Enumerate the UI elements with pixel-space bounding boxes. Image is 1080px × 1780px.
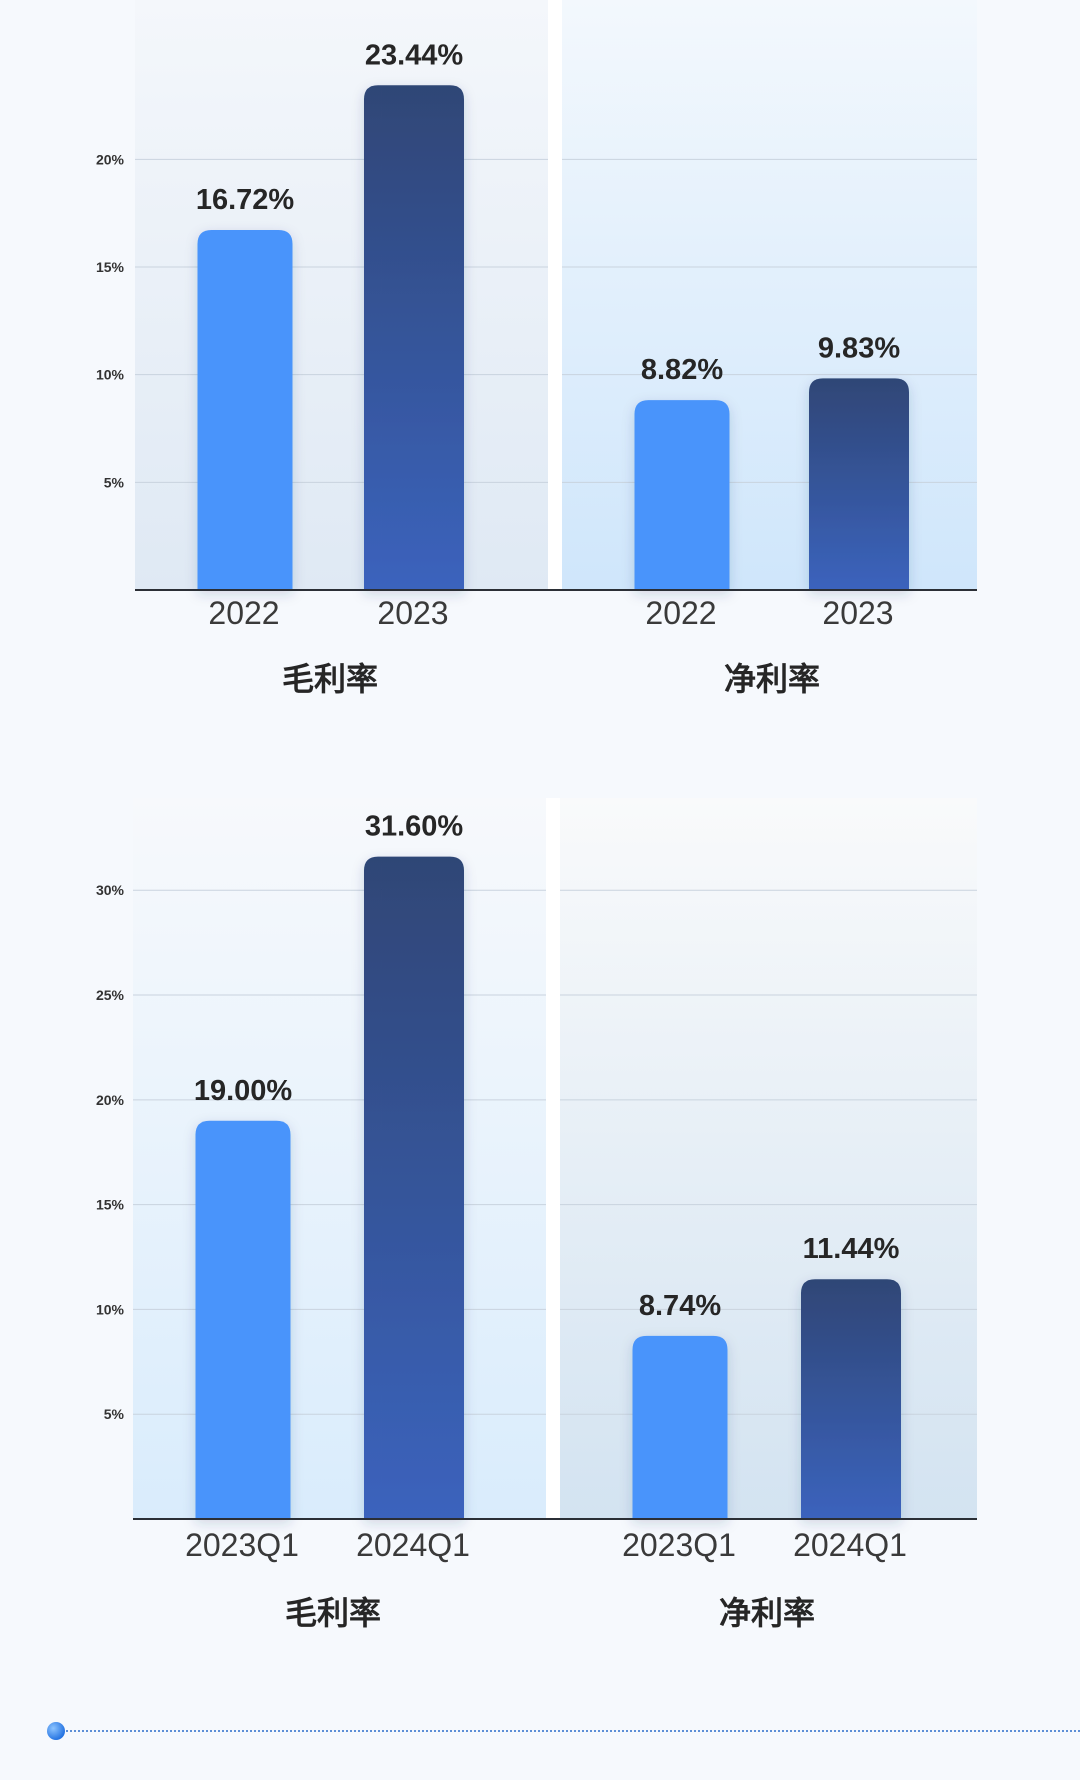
- bar: [632, 1335, 728, 1519]
- bar: [364, 856, 464, 1519]
- bar: [801, 1279, 901, 1519]
- panel-background: [133, 798, 547, 1520]
- bar: [364, 85, 464, 590]
- bar: [195, 1120, 291, 1519]
- bar: [634, 400, 730, 590]
- bar-value-label: 31.60%: [365, 811, 464, 843]
- x-category-label: 2022: [208, 595, 279, 631]
- panel-background: [559, 798, 977, 1520]
- bar-value-label: 19.00%: [194, 1075, 293, 1107]
- x-category-label: 2023: [377, 595, 448, 631]
- group-label: 净利率: [719, 1595, 815, 1631]
- y-tick-label: 10%: [96, 1301, 125, 1317]
- x-category-label: 2022: [645, 595, 716, 631]
- group-label: 毛利率: [282, 661, 378, 697]
- panel-background: [135, 0, 548, 590]
- x-category-label: 2024Q1: [356, 1527, 470, 1563]
- bar-value-label: 23.44%: [365, 39, 464, 71]
- bar-value-label: 8.74%: [639, 1290, 721, 1322]
- x-category-label: 2023: [822, 595, 893, 631]
- panel-divider: [548, 0, 562, 590]
- y-tick-label: 15%: [96, 1197, 125, 1213]
- progress-dot: [47, 1722, 65, 1740]
- x-category-label: 2024Q1: [793, 1527, 907, 1563]
- y-tick-label: 15%: [96, 259, 125, 275]
- bar-value-label: 9.83%: [818, 332, 900, 364]
- x-category-label: 2023Q1: [622, 1527, 736, 1563]
- y-tick-label: 20%: [96, 1092, 125, 1108]
- bar-value-label: 8.82%: [641, 354, 723, 386]
- y-tick-label: 10%: [96, 367, 125, 383]
- y-tick-label: 5%: [104, 1406, 125, 1422]
- group-label: 净利率: [724, 661, 820, 697]
- x-category-label: 2023Q1: [185, 1527, 299, 1563]
- bar-value-label: 11.44%: [803, 1233, 900, 1265]
- panel-background: [562, 0, 977, 590]
- panel-divider: [546, 798, 560, 1519]
- y-tick-label: 30%: [96, 882, 125, 898]
- y-tick-label: 20%: [96, 151, 125, 167]
- bar: [197, 229, 293, 590]
- bar: [809, 378, 909, 590]
- group-label: 毛利率: [285, 1595, 381, 1631]
- bar-value-label: 16.72%: [196, 184, 295, 216]
- y-tick-label: 5%: [104, 474, 125, 490]
- y-tick-label: 25%: [96, 987, 125, 1003]
